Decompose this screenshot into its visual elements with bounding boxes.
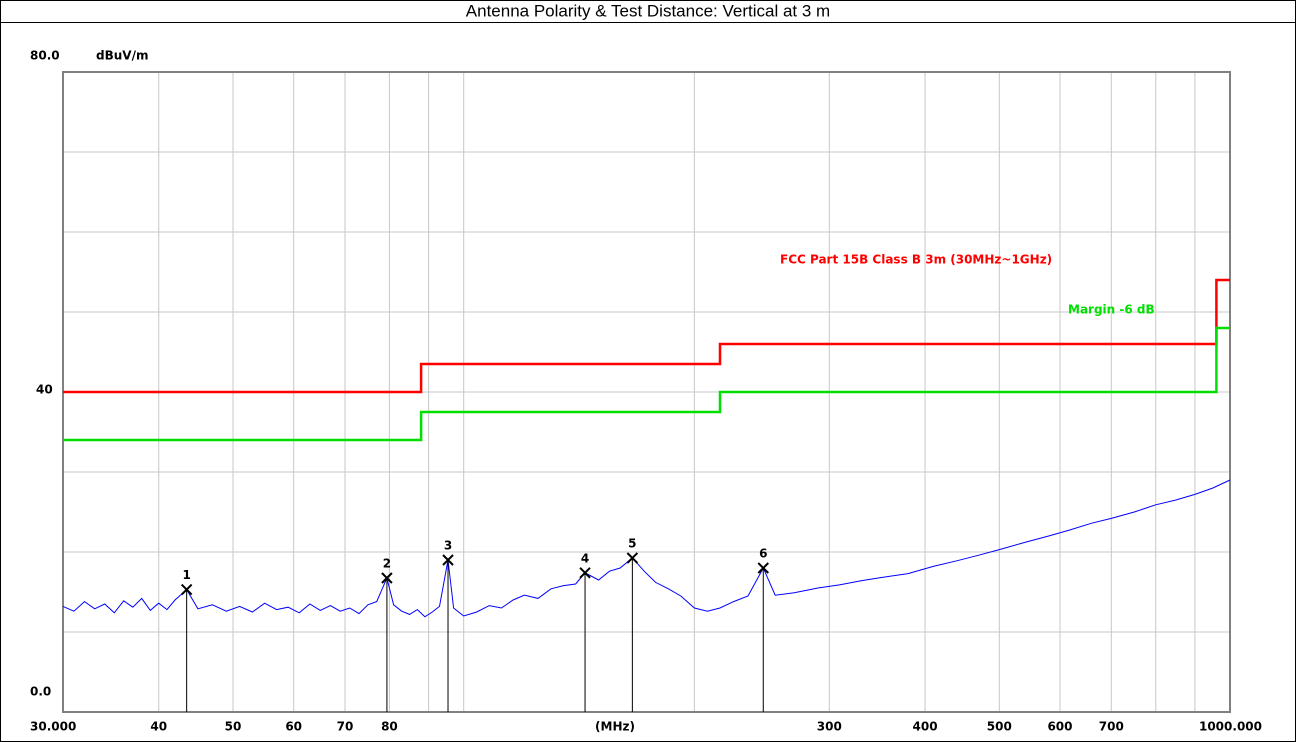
y-tick-label: 40	[36, 383, 53, 397]
marker-label: 4	[581, 551, 589, 565]
x-tick-label: 700	[1099, 720, 1124, 734]
series-label: FCC Part 15B Class B 3m (30MHz~1GHz)	[780, 253, 1052, 267]
chart-title: Antenna Polarity & Test Distance: Vertic…	[466, 1, 830, 20]
marker-label: 6	[759, 547, 767, 561]
marker-cross	[442, 554, 454, 566]
x-tick-label: 30.000	[30, 720, 76, 734]
marker-label: 3	[444, 539, 452, 553]
series-line	[62, 479, 1231, 618]
x-axis-label: (MHz)	[595, 720, 635, 734]
x-tick-label: 60	[285, 720, 302, 734]
x-tick-label: 80	[381, 720, 398, 734]
y-tick-label: 0.0	[30, 685, 51, 699]
marker-cross	[579, 567, 591, 579]
x-tick-label: 300	[817, 720, 842, 734]
marker-cross	[626, 552, 639, 564]
marker-cross	[381, 572, 393, 584]
y-axis-label: dBuV/m	[96, 49, 148, 63]
marker-cross	[757, 562, 769, 574]
series-label: Margin -6 dB	[1068, 303, 1155, 317]
x-tick-label: 400	[913, 720, 938, 734]
y-tick-label: 80.0	[30, 49, 60, 63]
marker-label: 1	[182, 568, 190, 582]
marker-label: 5	[628, 537, 636, 551]
marker-cross	[180, 583, 193, 596]
marker-label: 2	[383, 557, 391, 571]
series-line	[63, 278, 1230, 394]
x-tick-label: 70	[337, 720, 354, 734]
x-tick-label: 50	[225, 720, 242, 734]
x-tick-label: 40	[150, 720, 167, 734]
series-line	[63, 326, 1230, 442]
x-tick-label: 600	[1047, 720, 1072, 734]
x-tick-label: 500	[987, 720, 1012, 734]
x-tick-label: 1000.000	[1199, 720, 1262, 734]
